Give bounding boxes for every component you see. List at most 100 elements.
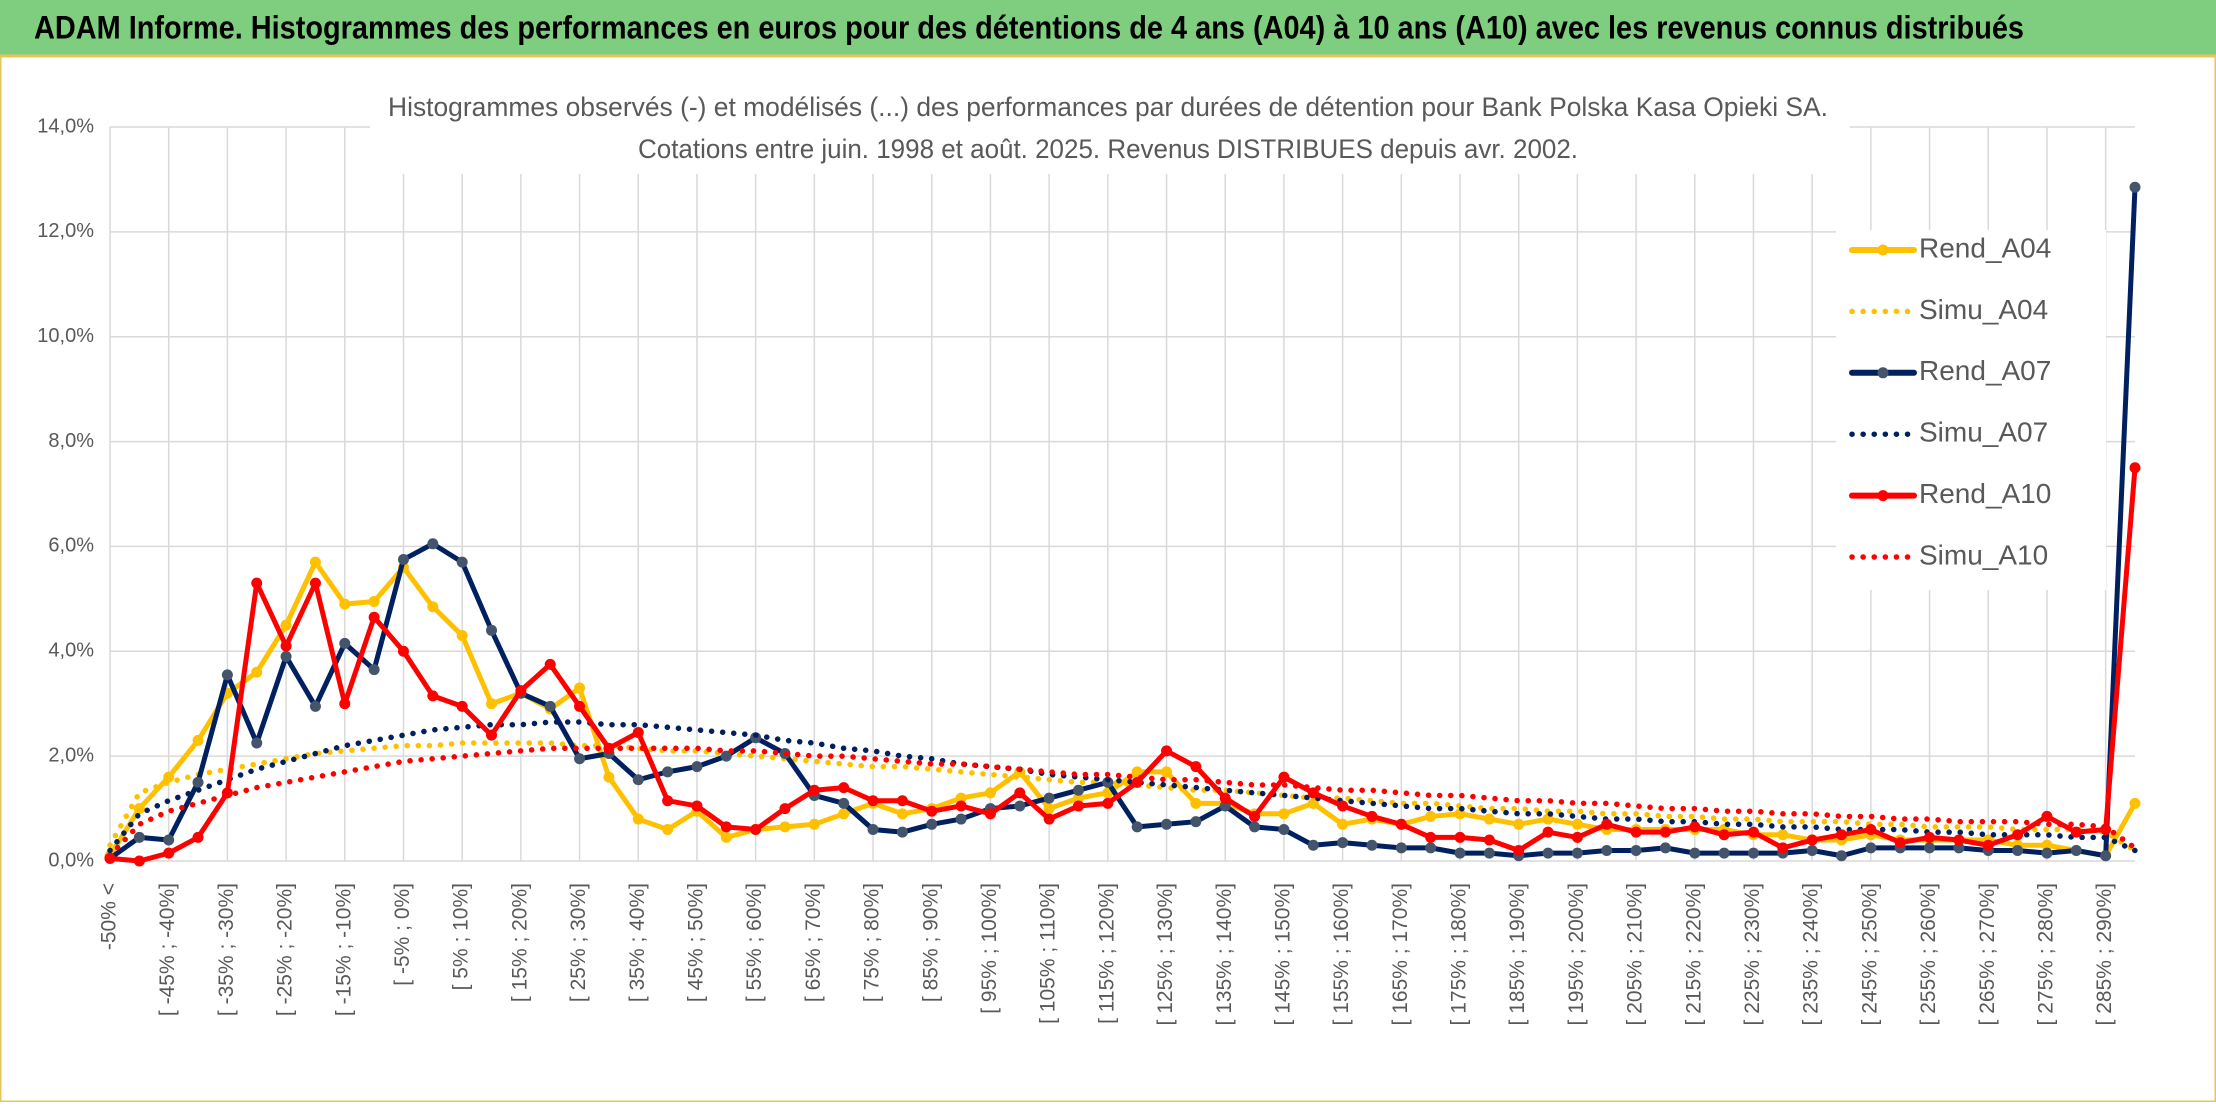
marker bbox=[1542, 847, 1554, 859]
marker bbox=[1689, 847, 1701, 859]
marker bbox=[1337, 800, 1349, 812]
marker bbox=[1542, 826, 1554, 838]
marker bbox=[1630, 826, 1642, 838]
marker bbox=[632, 813, 644, 825]
marker bbox=[339, 698, 351, 710]
x-tick-label: [ 215% ; 220%] bbox=[1682, 883, 1705, 1025]
marker bbox=[1161, 818, 1173, 830]
marker bbox=[427, 690, 439, 702]
line bbox=[107, 559, 2138, 859]
x-tick-label: [ 105% ; 110%] bbox=[1037, 883, 1060, 1024]
title-background bbox=[370, 88, 1850, 174]
marker bbox=[2070, 826, 2082, 838]
marker bbox=[632, 774, 644, 786]
marker bbox=[1278, 808, 1290, 820]
marker bbox=[808, 784, 820, 796]
y-tick-label: 10,0% bbox=[37, 325, 94, 347]
marker bbox=[544, 658, 556, 670]
x-tick-label: [ 255% ; 260%] bbox=[1917, 883, 1940, 1025]
marker bbox=[1307, 839, 1319, 851]
marker bbox=[1425, 810, 1437, 822]
marker bbox=[1131, 766, 1143, 778]
marker bbox=[867, 824, 879, 836]
marker bbox=[838, 797, 850, 809]
marker bbox=[1806, 834, 1818, 846]
marker bbox=[926, 818, 938, 830]
marker bbox=[1425, 842, 1437, 854]
marker bbox=[1190, 761, 1202, 773]
x-tick-label: [ 195% ; 200%] bbox=[1565, 883, 1588, 1025]
x-tick-label: [ 25% ; 30%] bbox=[567, 883, 590, 1002]
marker bbox=[720, 821, 732, 833]
marker bbox=[779, 803, 791, 815]
x-tick-label: [ 205% ; 210%] bbox=[1624, 883, 1647, 1025]
x-tick-label: [ 95% ; 100%] bbox=[978, 883, 1001, 1014]
x-tick-label: [ 155% ; 160%] bbox=[1330, 883, 1353, 1025]
marker bbox=[1747, 847, 1759, 859]
marker bbox=[1924, 831, 1936, 843]
marker bbox=[662, 766, 674, 778]
x-tick-label: [ -35% ; -30%] bbox=[215, 883, 238, 1016]
x-tick-label: [ 265% ; 270%] bbox=[1976, 883, 1999, 1025]
x-tick-label: [ 175% ; 180%] bbox=[1448, 883, 1471, 1025]
marker bbox=[1747, 826, 1759, 838]
marker bbox=[456, 556, 468, 568]
legend-marker bbox=[1877, 244, 1889, 256]
x-tick-label: [ 225% ; 230%] bbox=[1741, 883, 1764, 1025]
y-tick-label: 6,0% bbox=[48, 535, 94, 557]
marker bbox=[1865, 824, 1877, 836]
marker bbox=[1043, 792, 1055, 804]
marker bbox=[896, 808, 908, 820]
marker bbox=[1718, 847, 1730, 859]
legend-label: Rend_A07 bbox=[1919, 355, 2051, 386]
marker bbox=[1836, 829, 1848, 841]
marker bbox=[632, 727, 644, 739]
plot bbox=[104, 181, 2141, 867]
marker bbox=[1924, 842, 1936, 854]
marker bbox=[2100, 850, 2112, 862]
x-tick-label: [ 185% ; 190%] bbox=[1506, 883, 1529, 1025]
marker bbox=[1043, 813, 1055, 825]
marker bbox=[163, 771, 175, 783]
x-tick-label: [ 145% ; 150%] bbox=[1271, 883, 1294, 1025]
y-tick-label: 0,0% bbox=[48, 849, 94, 871]
marker bbox=[896, 795, 908, 807]
marker bbox=[1953, 834, 1965, 846]
marker bbox=[1043, 803, 1055, 815]
marker bbox=[251, 666, 263, 678]
legend-label: Rend_A10 bbox=[1919, 478, 2051, 509]
marker bbox=[192, 831, 204, 843]
marker bbox=[896, 826, 908, 838]
marker bbox=[1395, 842, 1407, 854]
marker bbox=[1072, 792, 1084, 804]
marker bbox=[368, 664, 380, 676]
marker bbox=[2012, 845, 2024, 857]
marker bbox=[720, 750, 732, 762]
page-title: ADAM Informe. Histogrammes des performan… bbox=[34, 9, 2024, 45]
marker bbox=[2041, 839, 2053, 851]
marker bbox=[515, 685, 527, 697]
marker bbox=[1689, 821, 1701, 833]
marker bbox=[1219, 792, 1231, 804]
marker bbox=[280, 640, 292, 652]
marker bbox=[192, 734, 204, 746]
marker bbox=[427, 538, 439, 550]
marker bbox=[574, 682, 586, 694]
marker bbox=[1777, 842, 1789, 854]
marker bbox=[1806, 845, 1818, 857]
marker bbox=[1601, 845, 1613, 857]
marker bbox=[486, 698, 498, 710]
x-tick-label: [ -15% ; -10%] bbox=[332, 883, 355, 1016]
marker bbox=[926, 805, 938, 817]
marker bbox=[427, 601, 439, 613]
x-tick-label: [ 245% ; 250%] bbox=[1858, 883, 1881, 1025]
marker bbox=[2070, 845, 2082, 857]
marker bbox=[1131, 821, 1143, 833]
marker bbox=[133, 855, 145, 867]
marker bbox=[1337, 818, 1349, 830]
marker bbox=[1571, 847, 1583, 859]
x-tick-label: [ 235% ; 240%] bbox=[1800, 883, 1823, 1025]
x-tick-label: [ 45% ; 50%] bbox=[685, 883, 708, 1002]
